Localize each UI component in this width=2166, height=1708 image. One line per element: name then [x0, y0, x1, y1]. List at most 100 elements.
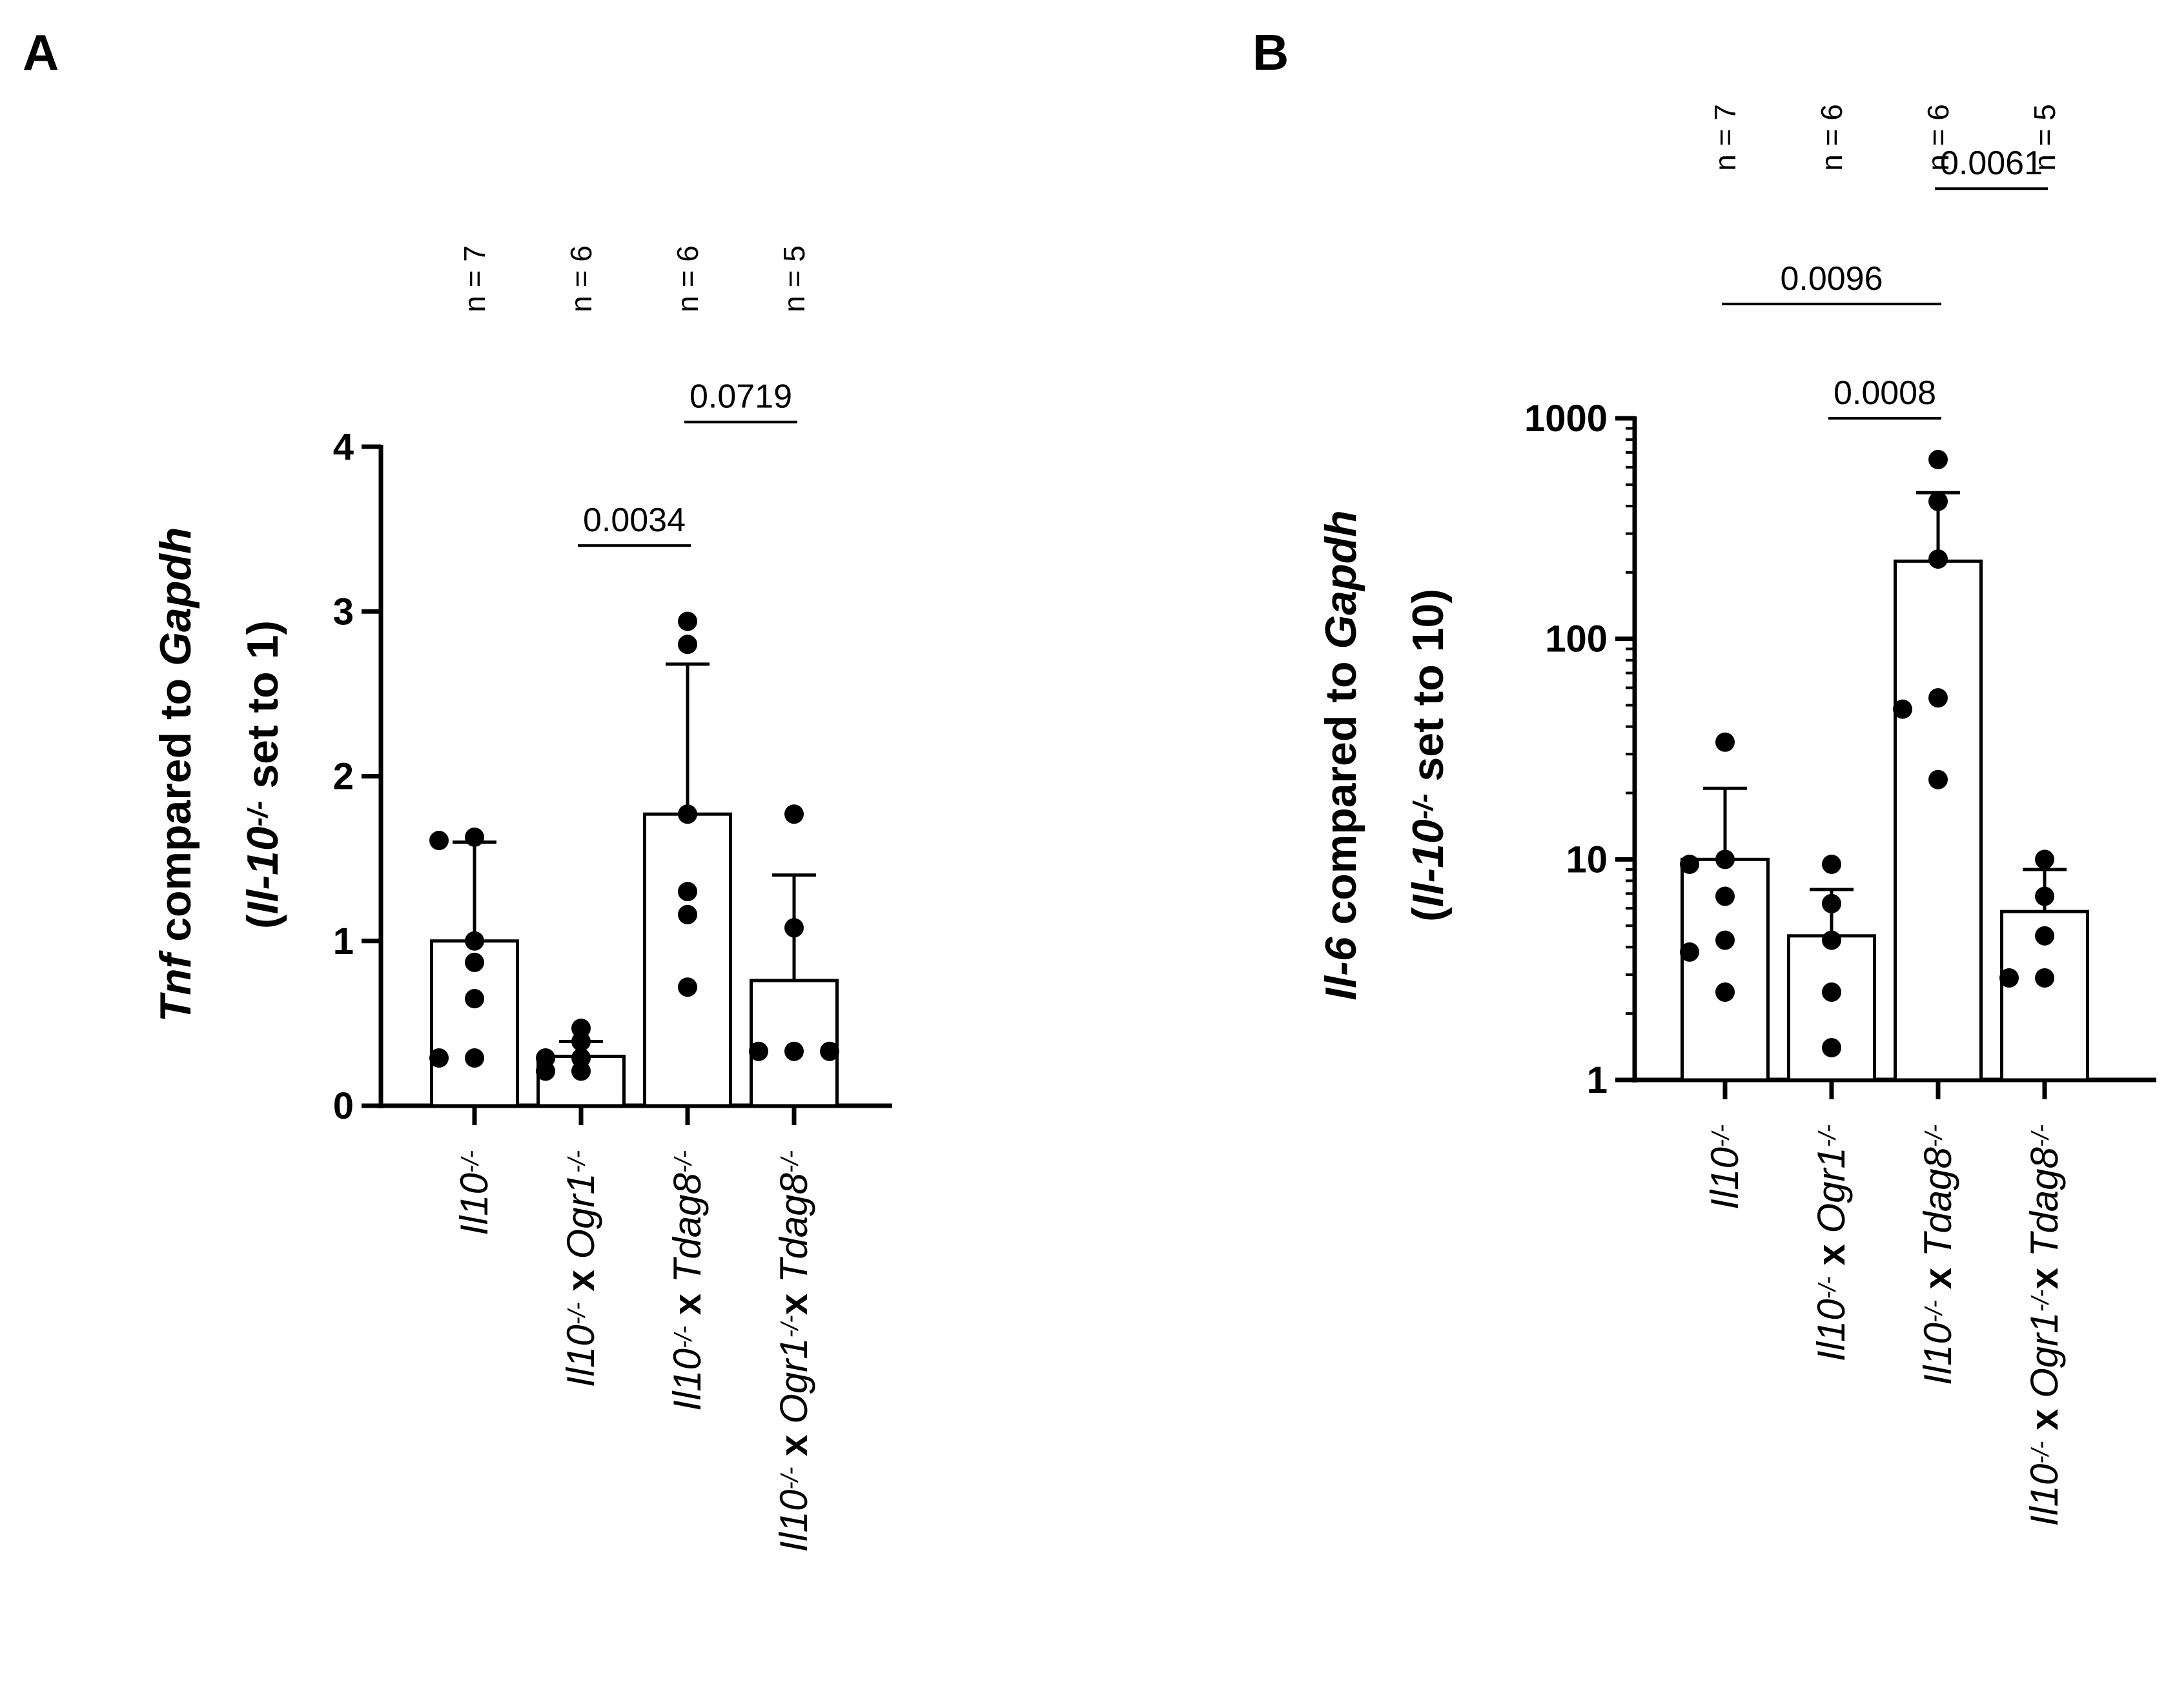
data-point — [1715, 930, 1735, 950]
data-point — [1928, 449, 1948, 469]
label-run: -/- — [669, 1326, 697, 1348]
n-label: n = 6 — [671, 245, 704, 312]
label-run: compared to — [1316, 649, 1365, 937]
label-run: -/- — [1408, 793, 1438, 819]
data-point — [1999, 968, 2019, 988]
label-run: -/- — [456, 1150, 484, 1173]
p-value-label: 0.0719 — [690, 378, 792, 416]
label-run: -/- — [2027, 1124, 2054, 1147]
label-run: Ogr1 — [2023, 1312, 2066, 1398]
data-point — [1715, 886, 1735, 906]
label-run: Tdag8 — [666, 1172, 709, 1283]
label-run: -/- — [2027, 1289, 2054, 1312]
y-tick-label: 1 — [1587, 1059, 1608, 1101]
data-point — [1822, 1038, 1841, 1058]
label-run: -/- — [1920, 1300, 1947, 1323]
data-point — [678, 611, 697, 631]
label-run: -/- — [563, 1150, 590, 1173]
data-point — [536, 1061, 555, 1081]
label-run: Gapdh — [1316, 510, 1365, 649]
p-value-label: 0.0096 — [1780, 260, 1883, 298]
label-run: Ogr1 — [772, 1337, 815, 1423]
n-label: n = 6 — [1921, 104, 1955, 171]
data-point — [820, 1041, 839, 1061]
data-point — [784, 918, 804, 938]
label-run: Il10 — [1703, 1147, 1746, 1210]
data-point — [784, 1041, 804, 1061]
label-run: set to 10) — [1404, 589, 1453, 793]
data-point — [571, 1061, 591, 1081]
label-run: Il-6 — [1316, 936, 1365, 1000]
label-run: ( — [238, 914, 287, 929]
y-tick-label: 100 — [1545, 618, 1608, 660]
label-run: Il10 — [666, 1348, 709, 1411]
y-tick-label: 10 — [1566, 839, 1608, 880]
data-point — [678, 635, 697, 655]
y-axis-label-line1: Tnf compared to Gapdh — [151, 527, 200, 1022]
category-label: Il10-/- x Ogr1-/- — [559, 1150, 602, 1387]
label-run: Gapdh — [151, 527, 200, 666]
data-point — [1928, 688, 1948, 708]
data-point — [465, 952, 484, 972]
data-point — [1822, 893, 1841, 913]
label-run: -/- — [2027, 1441, 2054, 1464]
label-run: Ogr1 — [1810, 1147, 1853, 1233]
y-tick-label: 0 — [333, 1085, 354, 1127]
label-run: Tnf — [151, 950, 200, 1022]
n-label: n = 6 — [1815, 104, 1848, 171]
label-run: -/- — [776, 1150, 803, 1173]
label-run: Il10 — [1810, 1299, 1853, 1361]
label-run: Il10 — [559, 1325, 602, 1387]
category-label: Il10-/- x Ogr1-/-x Tdag8-/- — [772, 1150, 815, 1552]
label-run: -/- — [1814, 1124, 1841, 1147]
data-point — [1715, 849, 1735, 869]
data-point — [1715, 732, 1735, 752]
data-point — [429, 1048, 449, 1068]
y-tick-label: 1 — [333, 920, 354, 962]
category-label: Il10-/- x Tdag8-/- — [666, 1150, 709, 1411]
n-label: n = 7 — [458, 245, 491, 312]
label-run: -/- — [563, 1302, 590, 1325]
label-run: -/- — [669, 1150, 697, 1173]
category-label: Il10-/- x Tdag8-/- — [1916, 1124, 1959, 1385]
category-label: Il10-/- x Ogr1-/- — [1810, 1124, 1853, 1361]
label-run: Tdag8 — [2023, 1146, 2066, 1257]
n-label: n = 7 — [1708, 104, 1742, 171]
data-point — [678, 882, 697, 902]
label-run: x — [2023, 1257, 2066, 1289]
data-point — [465, 827, 484, 847]
data-point — [1822, 854, 1841, 874]
category-label: Il10-/- x Ogr1-/-x Tdag8-/- — [2023, 1124, 2066, 1526]
label-run: x — [772, 1424, 815, 1467]
label-run: x — [666, 1283, 709, 1326]
data-point — [1822, 930, 1841, 950]
data-point — [678, 804, 697, 824]
y-axis-label-line2: (Il-10-/- set to 1) — [238, 620, 287, 929]
label-run: Tdag8 — [1916, 1146, 1959, 1257]
category-label: Il10-/- — [1703, 1124, 1746, 1210]
data-point — [571, 1032, 591, 1052]
y-axis-label-line1: Il-6 compared to Gapdh — [1316, 510, 1365, 1000]
label-run: x — [1916, 1257, 1959, 1300]
data-point — [1928, 491, 1948, 511]
label-run: Il10 — [2023, 1464, 2066, 1527]
label-run: -/- — [243, 801, 273, 827]
data-point — [784, 804, 804, 824]
category-label: Il10-/- — [453, 1150, 496, 1235]
n-label: n = 6 — [564, 245, 598, 312]
data-point — [1893, 699, 1912, 719]
data-point — [465, 989, 484, 1009]
label-run: Tdag8 — [772, 1172, 815, 1283]
data-point — [1928, 549, 1948, 569]
label-run: x — [1810, 1234, 1853, 1277]
data-point — [1715, 982, 1735, 1002]
bar — [1894, 559, 1983, 1082]
label-run: Il10 — [1916, 1323, 1959, 1385]
label-run: set to 1) — [238, 620, 287, 801]
data-point — [1928, 769, 1948, 789]
data-point — [2035, 968, 2054, 988]
p-value-label: 0.0061 — [1940, 145, 2043, 182]
